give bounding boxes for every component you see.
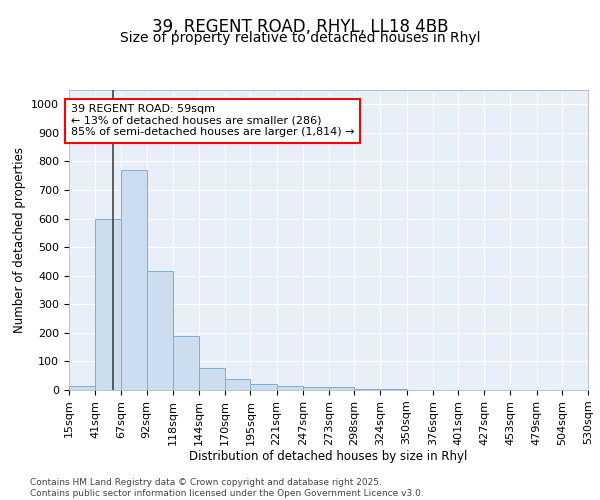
Bar xyxy=(303,387,329,390)
Bar xyxy=(95,218,121,390)
Bar xyxy=(69,386,95,390)
Bar xyxy=(380,389,407,390)
Bar xyxy=(250,384,277,390)
Bar xyxy=(225,379,250,390)
Text: 39 REGENT ROAD: 59sqm
← 13% of detached houses are smaller (286)
85% of semi-det: 39 REGENT ROAD: 59sqm ← 13% of detached … xyxy=(71,104,355,138)
Bar xyxy=(199,368,225,390)
Bar xyxy=(121,170,146,390)
Text: 39, REGENT ROAD, RHYL, LL18 4BB: 39, REGENT ROAD, RHYL, LL18 4BB xyxy=(152,18,448,36)
X-axis label: Distribution of detached houses by size in Rhyl: Distribution of detached houses by size … xyxy=(190,450,467,464)
Bar xyxy=(146,272,173,390)
Text: Size of property relative to detached houses in Rhyl: Size of property relative to detached ho… xyxy=(120,31,480,45)
Y-axis label: Number of detached properties: Number of detached properties xyxy=(13,147,26,333)
Bar xyxy=(329,387,354,390)
Bar xyxy=(173,336,199,390)
Bar xyxy=(354,389,380,390)
Text: Contains HM Land Registry data © Crown copyright and database right 2025.
Contai: Contains HM Land Registry data © Crown c… xyxy=(30,478,424,498)
Bar xyxy=(277,386,303,390)
